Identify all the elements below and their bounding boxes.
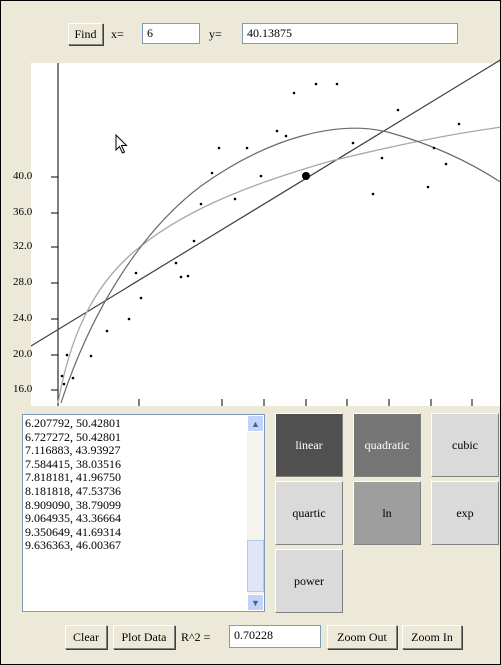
data-point: [284, 134, 288, 138]
data-point: [233, 197, 237, 201]
data-point: [292, 91, 296, 95]
x-input[interactable]: 6: [142, 23, 200, 44]
fit-linear-button[interactable]: linear: [275, 413, 343, 477]
r-squared-field[interactable]: 0.70228: [229, 625, 321, 648]
clear-button[interactable]: Clear: [65, 625, 107, 649]
data-point: [432, 146, 436, 150]
data-point: [139, 296, 143, 300]
x-label: x=: [111, 27, 124, 41]
data-point: [199, 202, 203, 206]
data-point: [65, 353, 69, 357]
data-point: [62, 382, 66, 386]
scroll-thumb[interactable]: [247, 540, 264, 592]
data-point: [380, 156, 384, 160]
fit-quadratic-button[interactable]: quadratic: [353, 413, 421, 477]
y-input[interactable]: 40.13875: [242, 23, 458, 44]
data-point: [335, 82, 339, 86]
fit-cubic-button[interactable]: cubic: [431, 413, 499, 477]
chevron-down-icon[interactable]: ▼: [247, 594, 264, 611]
data-point: [351, 141, 355, 145]
found-point-marker: [302, 172, 310, 180]
data-point: [186, 274, 190, 278]
data-point: [314, 82, 318, 86]
data-point: [371, 192, 375, 196]
y-tick-label: 20.0: [13, 348, 33, 360]
list-item[interactable]: 7.818181, 41.96750: [25, 470, 121, 485]
chevron-up-icon[interactable]: ▲: [247, 415, 264, 432]
arrow-cursor-icon: [115, 134, 128, 154]
data-point: [396, 108, 400, 112]
y-tick-label: 16.0: [13, 383, 33, 395]
list-item[interactable]: 9.064935, 43.36664: [25, 511, 121, 526]
fit-power-button[interactable]: power: [275, 549, 343, 613]
data-point: [217, 146, 221, 150]
plot-area[interactable]: [30, 59, 500, 406]
data-point: [192, 239, 196, 243]
ln-fit-curve: [57, 126, 500, 404]
y-tick-label: 28.0: [13, 276, 33, 288]
fit-ln-button[interactable]: ln: [353, 481, 421, 545]
data-point: [71, 376, 75, 380]
list-scrollbar[interactable]: ▲ ▼: [247, 415, 264, 611]
fit-exp-button[interactable]: exp: [431, 481, 499, 545]
data-point: [174, 261, 178, 265]
list-item[interactable]: 6.727272, 50.42801: [25, 429, 121, 444]
list-item[interactable]: 9.350649, 41.69314: [25, 524, 121, 539]
data-list[interactable]: 6.207792, 50.42801 6.727272, 50.42801 7.11…: [22, 414, 265, 612]
list-item[interactable]: 6.207792, 50.42801: [25, 416, 121, 430]
data-point: [210, 171, 214, 175]
y-tick-label: 24.0: [13, 312, 33, 324]
y-tick-label: 32.0: [13, 240, 33, 252]
data-point: [275, 129, 279, 133]
y-tick-label: 36.0: [13, 206, 33, 218]
zoom-out-button[interactable]: Zoom Out: [327, 625, 397, 649]
list-item[interactable]: 7.584415, 38.03516: [25, 456, 121, 471]
data-point: [179, 275, 183, 279]
r-squared-label: R^2 =: [181, 630, 211, 644]
data-point: [60, 374, 64, 378]
quadratic-fit-curve: [60, 127, 500, 404]
data-point: [444, 162, 448, 166]
data-point: [127, 317, 131, 321]
list-item[interactable]: 7.116883, 43.93927: [25, 443, 121, 458]
zoom-in-button[interactable]: Zoom In: [402, 625, 462, 649]
data-point: [457, 122, 461, 126]
plot-canvas: [30, 59, 500, 406]
fit-quartic-button[interactable]: quartic: [275, 481, 343, 545]
data-point: [259, 174, 263, 178]
list-item[interactable]: 8.909090, 38.79099: [25, 497, 121, 512]
linear-fit-line: [30, 59, 500, 347]
list-item[interactable]: 8.181818, 47.53736: [25, 483, 121, 498]
data-point: [89, 354, 93, 358]
find-button[interactable]: Find: [68, 23, 103, 45]
list-item[interactable]: 9.636363, 46.00367: [25, 538, 121, 553]
data-point: [426, 185, 430, 189]
data-rows: 6.207792, 50.42801 6.727272, 50.42801 7.11…: [25, 416, 121, 553]
data-point: [134, 271, 138, 275]
data-point: [105, 329, 109, 333]
y-label: y=: [209, 27, 222, 41]
data-point: [245, 146, 249, 150]
y-tick-label: 40.0: [13, 170, 33, 182]
plot-data-button[interactable]: Plot Data: [113, 625, 175, 649]
